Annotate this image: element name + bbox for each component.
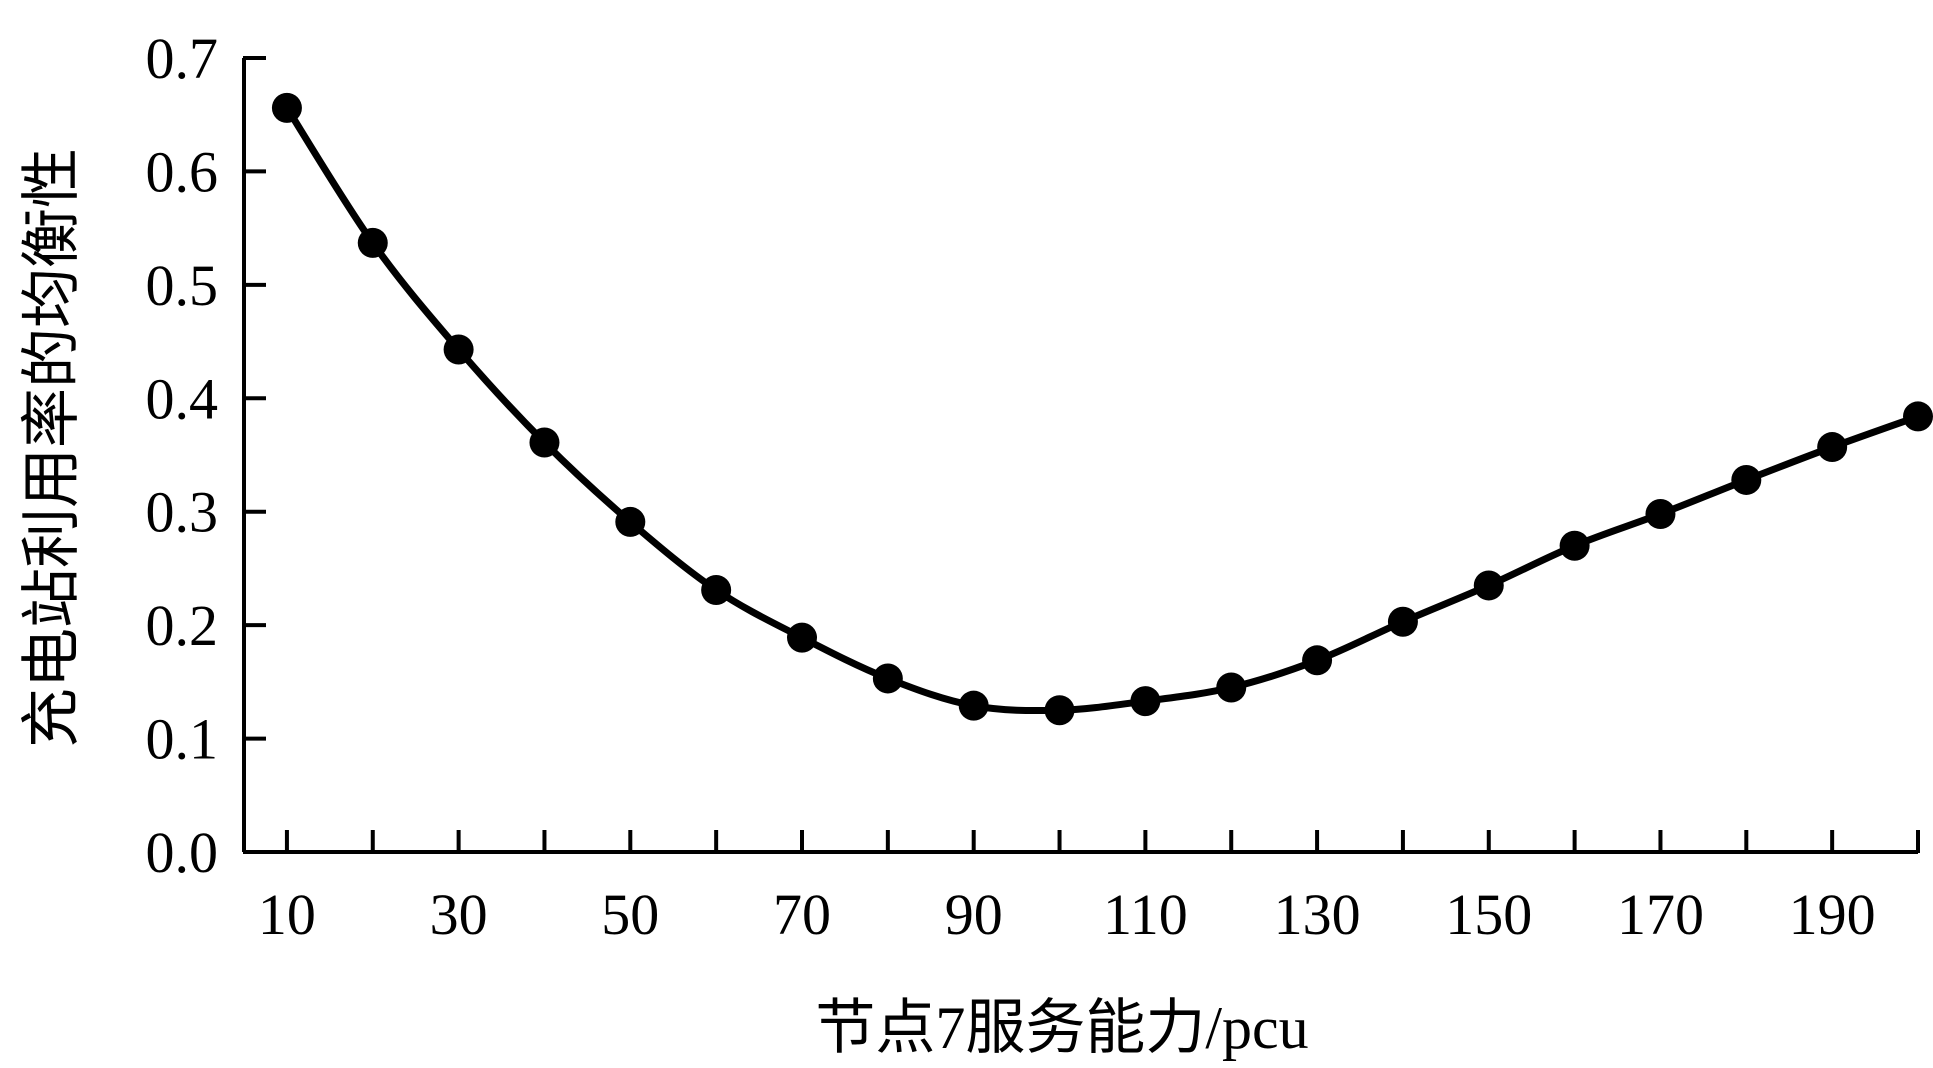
y-axis-title: 充电站利用率的均衡性 (19, 148, 85, 748)
x-tick-label: 90 (945, 882, 1003, 947)
x-tick-label: 110 (1103, 882, 1188, 947)
y-tick-label: 0.7 (146, 26, 219, 91)
y-tick-label: 0.5 (146, 253, 219, 318)
data-point (1302, 645, 1333, 676)
data-point (1559, 530, 1590, 561)
x-tick-label: 70 (773, 882, 831, 947)
plot-area: 0.0 0.1 0.2 0.3 0.4 0.5 0.6 0.7 10 30 50 70 90 110 130… (146, 26, 1933, 947)
data-point (1817, 432, 1848, 463)
data-point (615, 506, 646, 537)
y-tick-label: 0.0 (146, 820, 219, 885)
data-point (1044, 695, 1075, 726)
data-point (872, 663, 903, 694)
y-tick-label: 0.1 (146, 707, 219, 772)
data-point (357, 227, 388, 258)
data-point (1731, 464, 1762, 495)
data-point (1130, 686, 1161, 717)
x-tick-label: 30 (430, 882, 488, 947)
y-tick-label: 0.6 (146, 139, 219, 204)
x-tick-label: 10 (258, 882, 316, 947)
data-point (1645, 498, 1676, 529)
data-point (1473, 570, 1504, 601)
data-point (787, 622, 817, 653)
x-tick-label: 170 (1617, 882, 1704, 947)
x-tick-label: 130 (1274, 882, 1361, 947)
data-point (271, 92, 302, 123)
data-point (529, 427, 560, 458)
data-point (958, 690, 989, 721)
x-axis-title: 节点7服务能力/pcu (815, 995, 1308, 1061)
x-tick-label: 190 (1789, 882, 1876, 947)
x-tick-label: 50 (601, 882, 659, 947)
series-line (283, 106, 1920, 715)
data-point (701, 574, 732, 605)
data-point (1216, 672, 1247, 703)
x-tick-label: 150 (1445, 882, 1532, 947)
y-tick-label: 0.3 (146, 480, 219, 545)
data-point (1387, 606, 1418, 637)
data-point (443, 334, 474, 365)
y-tick-label: 0.4 (146, 366, 219, 431)
data-point (1903, 401, 1933, 432)
y-tick-label: 0.2 (146, 593, 219, 658)
